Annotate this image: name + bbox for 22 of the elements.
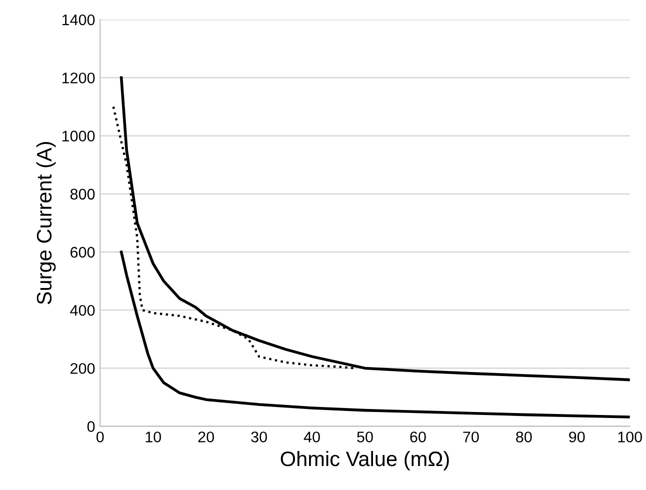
- y-axis-title: Surge Current (A): [36, 142, 56, 304]
- y-tick-label: 600: [70, 246, 95, 258]
- x-tick-label: 60: [410, 432, 426, 442]
- x-tick-label: 0: [96, 432, 104, 442]
- x-tick-label: 30: [251, 432, 267, 442]
- x-tick-label: 80: [516, 432, 532, 442]
- x-axis-title: Ohmic Value (mΩ): [280, 450, 449, 470]
- y-tick-label: 200: [70, 363, 95, 374]
- x-tick-label: 50: [357, 432, 373, 442]
- y-tick-label: 1200: [62, 72, 95, 84]
- x-tick-label: 10: [146, 432, 161, 442]
- x-tick-label: 40: [304, 432, 320, 442]
- y-tick-label: 0: [87, 421, 95, 432]
- y-tick-label: 800: [70, 188, 95, 200]
- x-tick-label: 70: [463, 432, 479, 442]
- y-tick-label: 1000: [62, 130, 95, 142]
- x-tick-label: 90: [569, 432, 585, 442]
- x-tick-label: 20: [198, 432, 214, 442]
- x-tick-label: 100: [618, 432, 642, 442]
- y-tick-label: 1400: [62, 14, 95, 26]
- y-tick-label: 400: [70, 304, 95, 316]
- line-series: [120, 250, 630, 418]
